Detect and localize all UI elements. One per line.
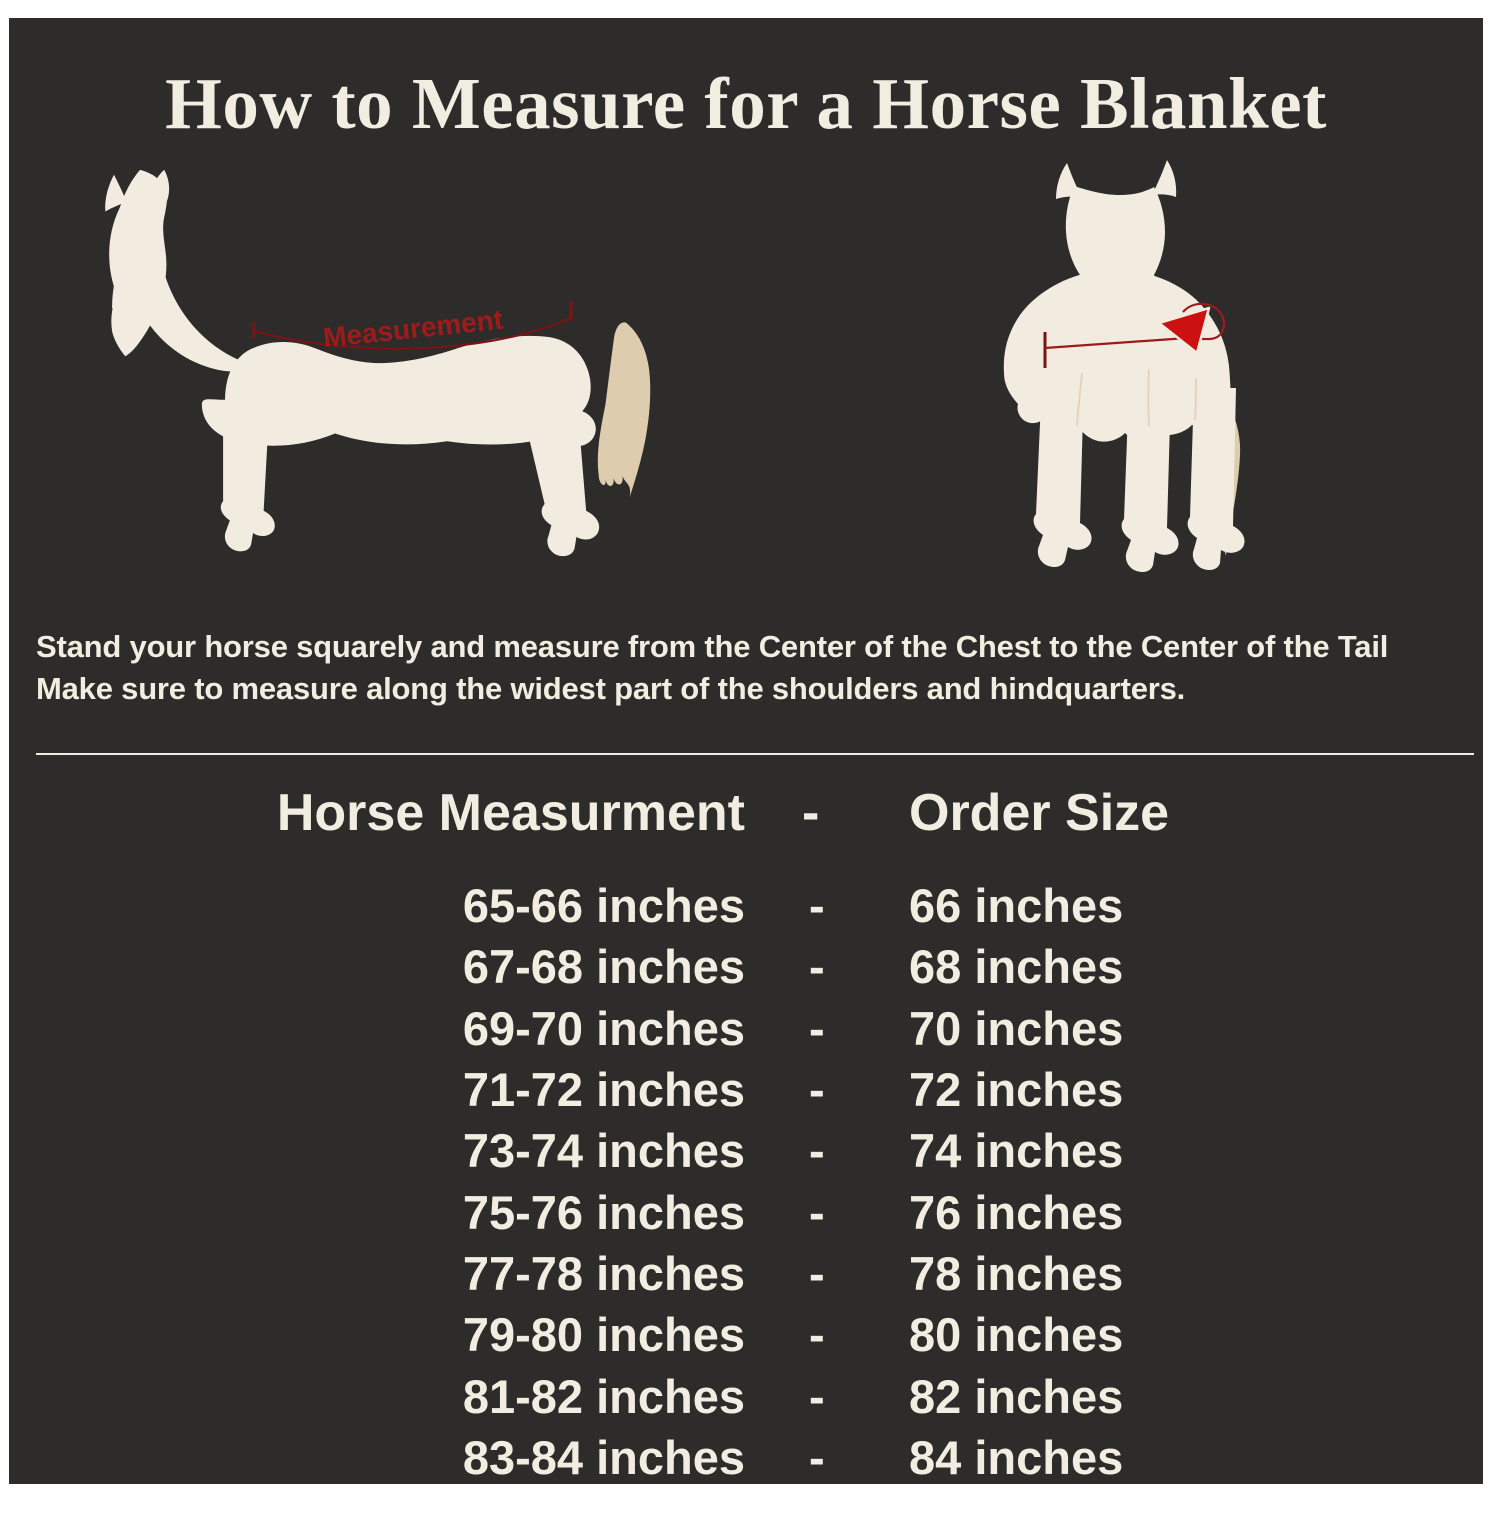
svg-text:Measurement: Measurement: [322, 304, 505, 354]
